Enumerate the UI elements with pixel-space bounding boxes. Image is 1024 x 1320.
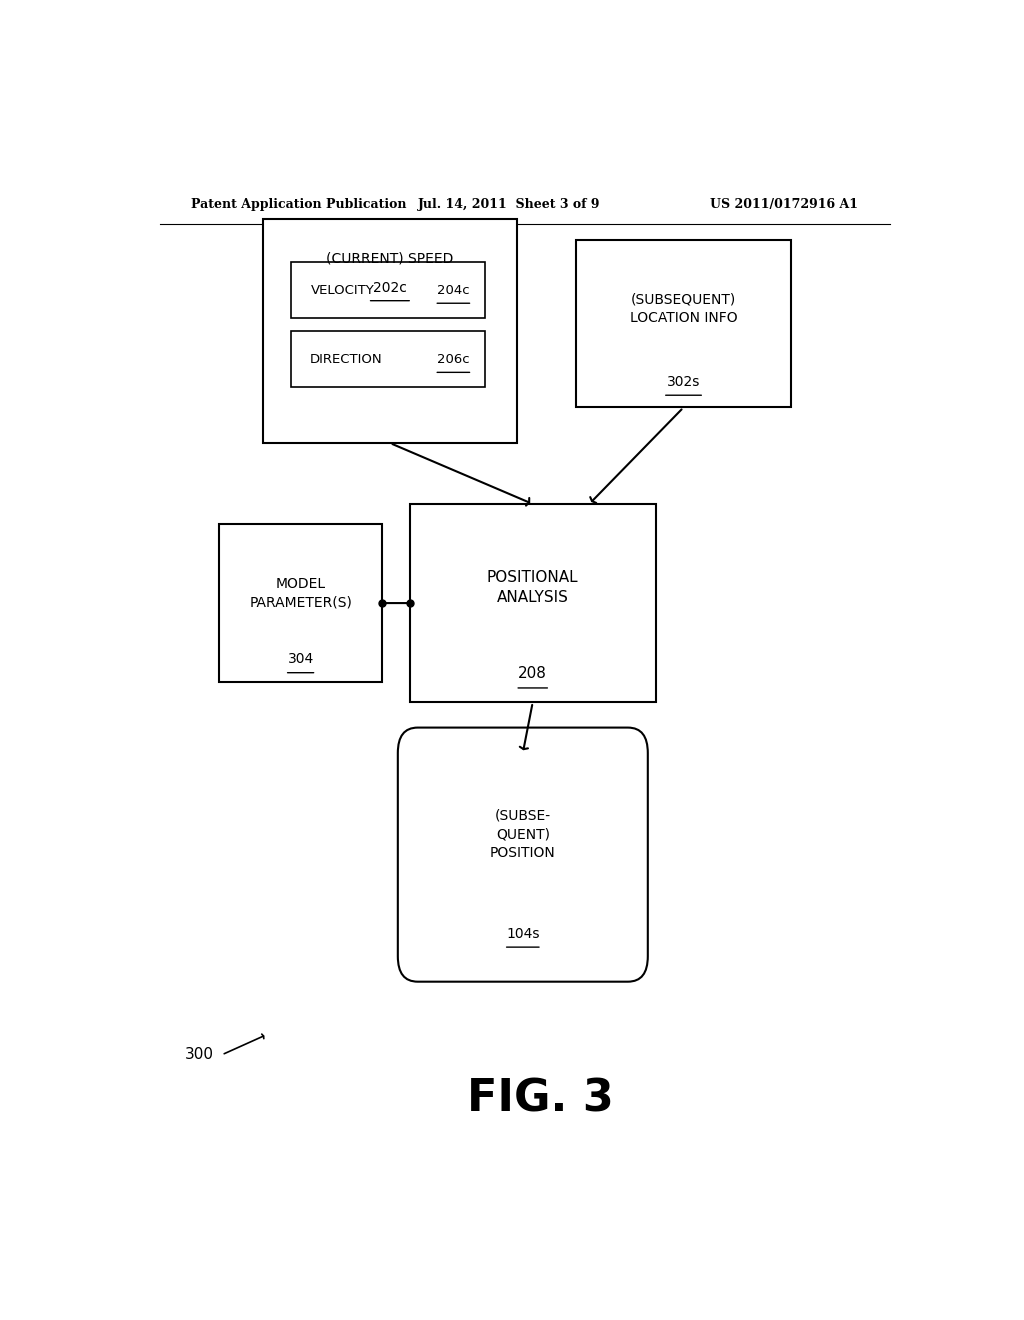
Text: 300: 300 bbox=[184, 1047, 214, 1063]
Text: FIG. 3: FIG. 3 bbox=[467, 1077, 614, 1121]
Bar bbox=[410, 504, 655, 702]
Bar bbox=[291, 263, 485, 318]
Text: POSITIONAL
ANALYSIS: POSITIONAL ANALYSIS bbox=[487, 570, 579, 606]
Text: 104s: 104s bbox=[506, 927, 540, 941]
Text: Patent Application Publication: Patent Application Publication bbox=[191, 198, 407, 211]
Text: (SUBSEQUENT)
LOCATION INFO: (SUBSEQUENT) LOCATION INFO bbox=[630, 292, 737, 325]
Text: (SUBSE-
QUENT)
POSITION: (SUBSE- QUENT) POSITION bbox=[489, 809, 556, 859]
Text: 206c: 206c bbox=[437, 352, 470, 366]
Bar bbox=[263, 219, 517, 444]
Text: 208: 208 bbox=[518, 667, 547, 681]
Text: 202c: 202c bbox=[373, 281, 407, 296]
FancyBboxPatch shape bbox=[397, 727, 648, 982]
Text: 302s: 302s bbox=[667, 375, 700, 389]
Text: DIRECTION: DIRECTION bbox=[310, 352, 383, 366]
Text: US 2011/0172916 A1: US 2011/0172916 A1 bbox=[710, 198, 858, 211]
Bar bbox=[291, 331, 485, 387]
Text: 304: 304 bbox=[288, 652, 313, 667]
Bar bbox=[219, 524, 382, 682]
Bar bbox=[577, 240, 791, 408]
Text: VELOCITY: VELOCITY bbox=[310, 284, 374, 297]
Text: 204c: 204c bbox=[437, 284, 470, 297]
Text: MODEL
PARAMETER(S): MODEL PARAMETER(S) bbox=[249, 577, 352, 609]
Text: (CURRENT) SPEED: (CURRENT) SPEED bbox=[327, 251, 454, 265]
Text: Jul. 14, 2011  Sheet 3 of 9: Jul. 14, 2011 Sheet 3 of 9 bbox=[418, 198, 600, 211]
